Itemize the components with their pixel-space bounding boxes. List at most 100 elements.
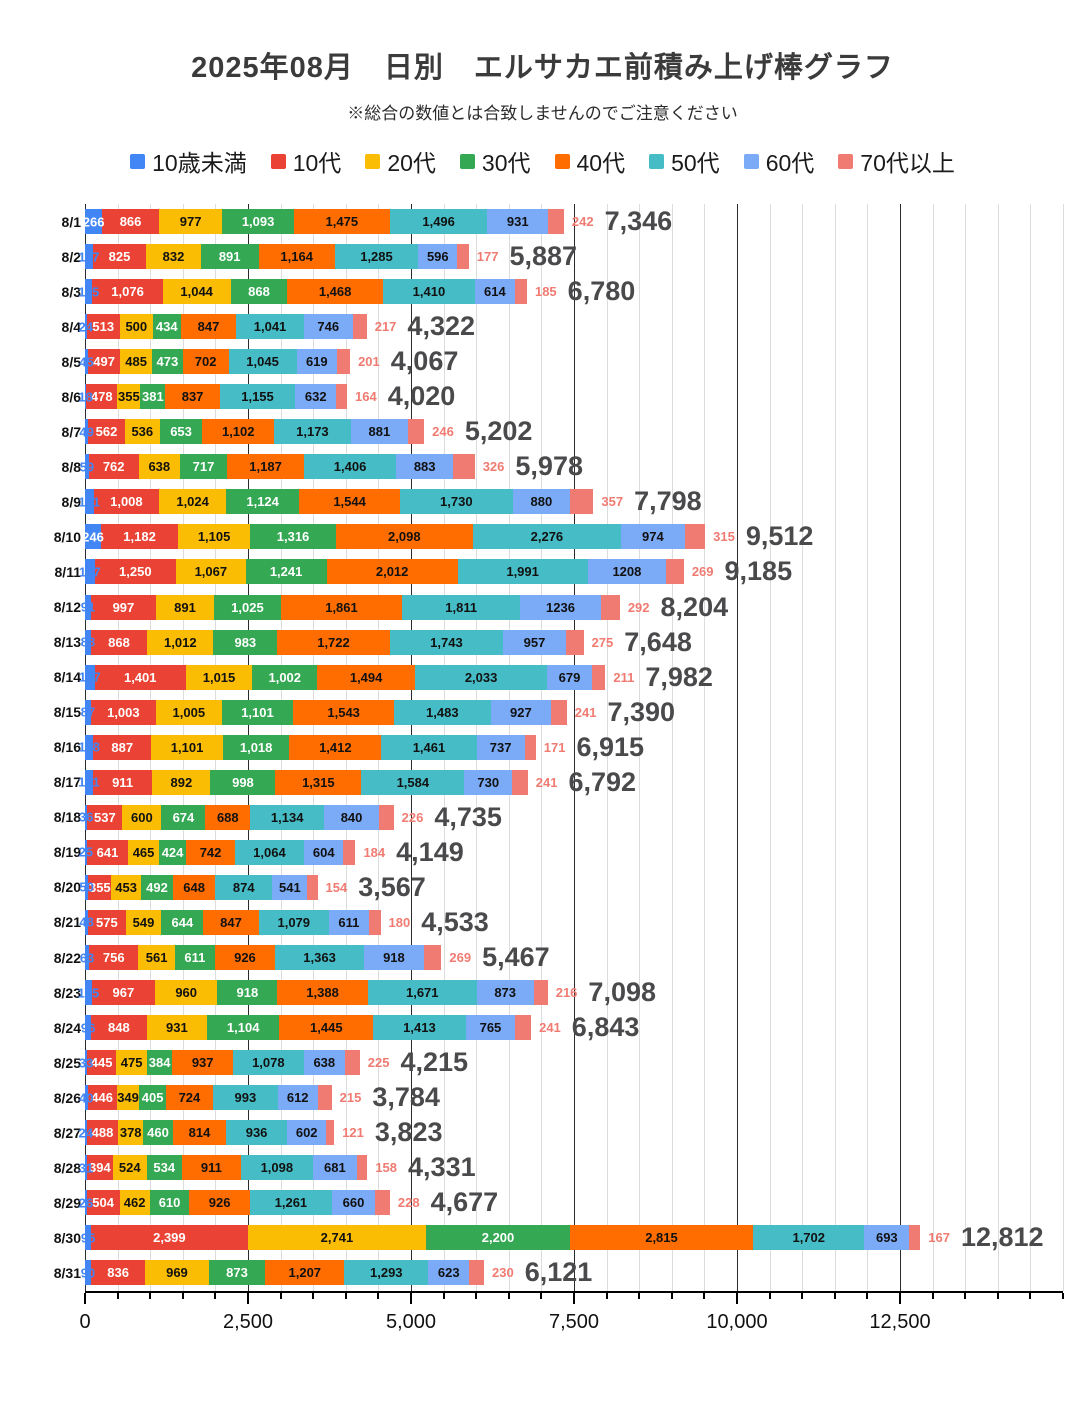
segment-value: 848 [108, 1020, 130, 1036]
bar-segment-40代: 648 [173, 874, 216, 900]
bar-area: 562 536 653 1,102 1,173 881 49 246 5,202 [79, 418, 1085, 445]
axis-tick-minor [1029, 1293, 1032, 1299]
bar-segment-60代: 873 [476, 980, 534, 1006]
bar-segment-40代: 2,098 [335, 524, 473, 550]
segment-value: 1,164 [280, 249, 313, 265]
segment-value: 2,033 [464, 669, 498, 685]
segment-value: 349 [117, 1090, 139, 1106]
segment-value: 1,544 [333, 494, 366, 510]
total-value: 4,215 [400, 1047, 469, 1078]
bar-segment-60代: 596 [418, 244, 458, 270]
bar-segment-50代: 1,041 [236, 314, 304, 340]
gridline-minor [769, 204, 771, 1291]
bar-segment-70代以上 [453, 454, 475, 480]
stacked-bar: 1,182 1,105 1,316 2,098 2,276 974 [85, 524, 706, 550]
segment-value: 473 [156, 354, 179, 370]
axis-tick-major [247, 1293, 249, 1304]
segment-value: 2,098 [388, 529, 421, 545]
bar-segment-30代: 674 [161, 804, 206, 830]
total-value: 5,978 [515, 451, 583, 482]
date-label: 8/7 [61, 423, 81, 440]
bar-segment-20代: 561 [138, 945, 175, 970]
stacked-bar: 868 1,012 983 1,722 1,743 957 [85, 629, 584, 655]
segment-value: 702 [194, 354, 217, 370]
segment-value: 445 [90, 1055, 113, 1071]
segment-value-first: 95 [80, 1230, 96, 1246]
total-value: 7,098 [588, 977, 656, 1008]
legend-item-70代以上: 70代以上 [838, 144, 955, 178]
bar-segment-20代: 378 [118, 1120, 144, 1146]
bar-segment-10歳未満 [85, 734, 94, 760]
segment-value: 1,003 [107, 704, 140, 720]
segment-value: 1,005 [172, 704, 206, 720]
bar-segment-60代: 693 [864, 1225, 910, 1251]
bar-segment-30代: 460 [143, 1120, 173, 1146]
bar-segment-20代: 969 [145, 1260, 209, 1286]
bar-row: 8/25 445 475 384 937 1,078 638 33 225 4,215 [0, 1045, 1085, 1080]
bar-segment-10歳未満 [85, 1225, 92, 1251]
segment-value: 524 [118, 1160, 141, 1176]
bar-segment-10代: 756 [89, 945, 139, 970]
segment-value-first: 117 [78, 249, 100, 265]
gridline-minor [1063, 204, 1064, 1291]
bar-segment-20代: 977 [158, 209, 223, 235]
bar-segment-20代: 1,005 [156, 699, 222, 725]
bar-segment-70代以上 [469, 1260, 485, 1286]
bar-segment-10歳未満 [85, 1155, 88, 1181]
chart-subtitle: ※総合の数値とは合致しませんのでご注意ください [347, 104, 738, 123]
bar-segment-40代: 2,815 [569, 1225, 754, 1251]
bar-segment-10代: 488 [86, 1120, 119, 1146]
segment-value: 717 [192, 459, 215, 475]
total-value: 4,677 [430, 1187, 499, 1218]
segment-value: 648 [183, 879, 205, 895]
segment-value: 1,187 [249, 459, 282, 475]
bar-segment-10歳未満 [85, 1085, 88, 1111]
segment-value: 1,134 [270, 809, 304, 825]
stacked-bar: 537 600 674 688 1,134 840 [85, 804, 394, 830]
legend-item-60代: 60代 [743, 144, 814, 178]
segment-value: 638 [313, 1055, 336, 1071]
bar-segment-50代: 993 [213, 1085, 278, 1111]
bar-area: 504 462 610 926 1,261 660 26 228 4,677 [79, 1187, 1085, 1218]
stacked-bar: 825 832 891 1,164 1,285 596 [85, 244, 469, 270]
bar-segment-10歳未満 [85, 874, 89, 900]
axis-tick-minor [149, 1293, 152, 1299]
bar-segment-40代: 1,544 [299, 489, 400, 515]
bar-segment-20代: 1,044 [162, 279, 231, 305]
segment-value: 1,730 [440, 494, 473, 510]
bar-segment-50代: 1,811 [402, 594, 521, 620]
total-value: 9,185 [724, 556, 793, 587]
segment-value: 881 [368, 424, 391, 440]
gridline-minor [671, 204, 673, 1291]
axis-tick-major [573, 1293, 575, 1304]
stacked-bar: 575 549 644 847 1,079 611 [85, 909, 381, 935]
bar-segment-50代: 1,285 [334, 244, 419, 270]
segment-value: 891 [174, 599, 196, 615]
bar-segment-10代: 497 [87, 349, 121, 375]
stacked-bar: 478 355 381 837 1,155 632 [85, 384, 348, 410]
segment-value: 724 [178, 1090, 201, 1106]
bar-segment-40代: 742 [186, 839, 235, 865]
axis-tick-label: 2,500 [222, 1311, 274, 1333]
axis-tick-minor [540, 1293, 543, 1299]
segment-value: 1208 [612, 564, 642, 580]
bar-segment-40代: 937 [172, 1050, 234, 1076]
bar-area: 997 891 1,025 1,861 1,811 1236 91 292 8,204 [81, 593, 1085, 621]
segment-value: 1,093 [241, 214, 275, 230]
segment-value: 614 [484, 284, 506, 300]
bar-row: 8/7 562 536 653 1,102 1,173 881 49 246 5,202 [0, 414, 1085, 449]
bar-area: 868 1,012 983 1,722 1,743 957 88 275 7,648 [81, 628, 1085, 656]
date-label: 8/8 [61, 458, 81, 475]
segment-value: 378 [119, 1125, 142, 1141]
axis-tick-minor [279, 1293, 282, 1299]
segment-value: 1,811 [445, 599, 478, 615]
date-label: 8/24 [53, 1019, 81, 1036]
axis-tick-minor [866, 1293, 869, 1299]
bar-segment-10代: 825 [92, 244, 147, 270]
total-value: 4,735 [434, 801, 502, 832]
bar-row: 8/22 756 561 611 926 1,363 918 63 269 5,467 [0, 940, 1085, 975]
bar-segment-10代: 575 [88, 909, 126, 935]
axis-tick-minor [344, 1293, 347, 1299]
axis-tick-minor [214, 1293, 217, 1299]
segment-value: 1,044 [180, 284, 213, 300]
